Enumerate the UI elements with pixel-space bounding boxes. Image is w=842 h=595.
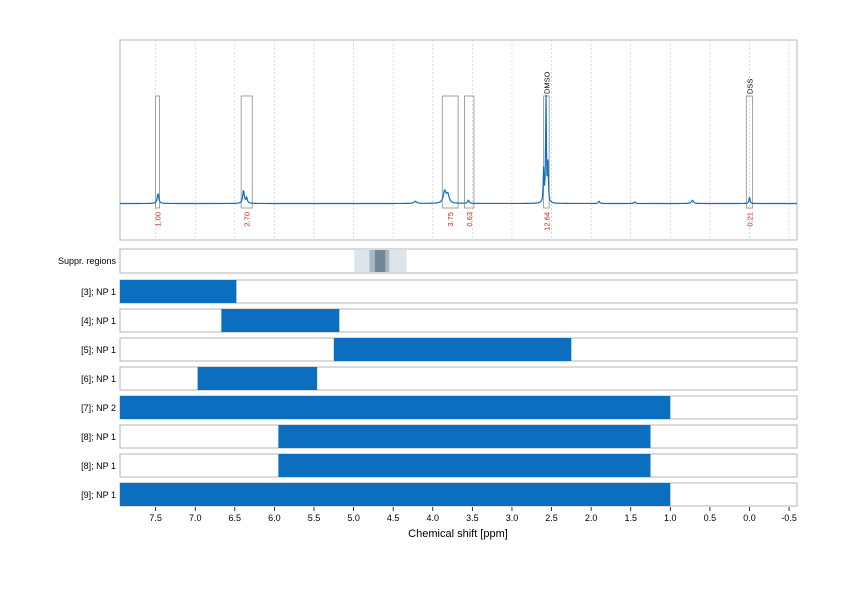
range-bar [120,483,671,506]
range-row: [3]; NP 1 [81,279,798,304]
peak-reference-label: DMSO [542,71,551,94]
x-tick-label: 7.0 [189,513,202,523]
x-tick-label: 2.0 [585,513,598,523]
suppression-row-frame [119,248,798,274]
range-row-label: [6]; NP 1 [81,374,116,384]
range-row-label: [4]; NP 1 [81,316,116,326]
range-bar [120,280,237,303]
range-row: [6]; NP 1 [81,366,798,391]
range-row-label: [8]; NP 1 [81,432,116,442]
range-row-label: [3]; NP 1 [81,287,116,297]
reference-peak-labels: DMSO DSS [542,71,754,94]
range-bar [120,396,671,419]
spectrum-panel: 1.00 2.70 3.75 0.63 12.64 0.21 DMSO DSS [119,39,798,241]
x-tick-label: 6.0 [268,513,281,523]
integral-value: 12.64 [542,212,551,231]
x-tick-label: 6.5 [229,513,242,523]
range-row: [4]; NP 1 [81,308,798,333]
range-row: [9]; NP 1 [81,482,798,507]
integral-region [441,95,459,209]
range-bar [197,367,318,390]
range-bar [278,454,651,477]
range-row: [7]; NP 2 [81,395,798,420]
range-row: [5]; NP 1 [81,337,798,362]
range-row: [8]; NP 1 [81,453,798,478]
x-tick-label: 1.5 [624,513,637,523]
integral-value: 0.21 [745,212,754,227]
x-tick-label: 3.5 [466,513,479,523]
range-row: [8]; NP 1 [81,424,798,449]
x-tick-label: 7.5 [149,513,162,523]
x-tick-label: 0.0 [743,513,756,523]
x-tick-label: -0.5 [781,513,797,523]
range-row-label: [7]; NP 2 [81,403,116,413]
integral-region [240,95,253,209]
x-tick-label: 5.0 [347,513,360,523]
x-tick-label: 0.5 [704,513,717,523]
suppression-region [374,250,386,272]
suppression-regions [354,250,407,272]
integral-value: 0.63 [465,212,474,227]
x-tick-label: 5.5 [308,513,321,523]
range-bar [221,309,340,332]
integral-region [155,95,160,209]
suppression-row-label: Suppr. regions [58,256,117,266]
integral-value: 3.75 [446,212,455,227]
range-rows: [3]; NP 1 [4]; NP 1 [5]; NP 1 [6]; NP 1 [7];… [81,279,798,507]
spectrum-grid [155,40,790,240]
range-bar [278,425,651,448]
integral-region [745,95,754,209]
spectrum-line [120,94,797,205]
x-tick-label: 4.5 [387,513,400,523]
x-tick-label: 4.0 [427,513,440,523]
range-row-label: [9]; NP 1 [81,490,116,500]
integral-value: 1.00 [154,212,163,227]
integral-region [464,95,475,209]
x-tick-label: 1.0 [664,513,677,523]
range-bar [333,338,572,361]
range-row-label: [5]; NP 1 [81,345,116,355]
x-axis-title: Chemical shift [ppm] [408,528,508,540]
integral-value: 2.70 [243,212,252,227]
x-tick-label: 2.5 [545,513,558,523]
range-row-label: [8]; NP 1 [81,461,116,471]
integral-value-labels: 1.00 2.70 3.75 0.63 12.64 0.21 [154,212,755,231]
x-tick-label: 3.0 [506,513,519,523]
peak-reference-label: DSS [745,79,754,94]
x-axis: 7.5 7.0 6.5 6.0 5.5 5.0 4.5 4.0 3.5 3.0 2.5 2.0 1.5 1… [149,507,797,523]
suppression-panel: Suppr. regions [58,248,798,274]
